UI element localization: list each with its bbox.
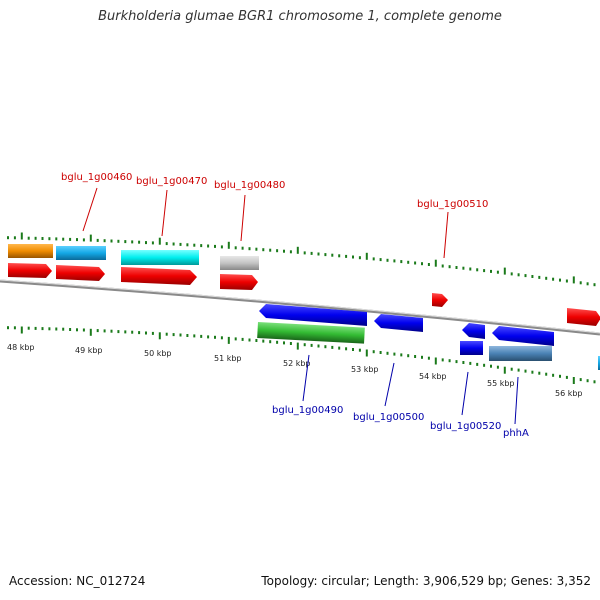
feature-gray[interactable] — [220, 256, 259, 270]
accession-text: Accession: NC_012724 — [9, 574, 146, 588]
scale-label-56: 56 kbp — [555, 389, 583, 398]
map-title: Burkholderia glumae BGR1 chromosome 1, c… — [98, 9, 502, 24]
gene-arrow-bglu_1g00490[interactable] — [259, 304, 367, 326]
scale-label-52: 52 kbp — [283, 359, 311, 368]
bottom-tick-row — [7, 326, 596, 384]
scale-label-48: 48 kbp — [7, 343, 35, 352]
gene-bglu_1g00520[interactable] — [460, 341, 483, 355]
feature-sky-edge[interactable] — [598, 356, 600, 370]
bottom-feature-row — [257, 322, 600, 370]
label-bglu_1g00460[interactable]: bglu_1g00460 — [61, 172, 132, 183]
bottom-gene-labels: bglu_1g00490 bglu_1g00500 bglu_1g00520 p… — [272, 354, 529, 439]
top-feature-row — [8, 244, 259, 270]
gene-arrow-bglu_1g00470[interactable] — [121, 267, 197, 285]
forward-gene-row — [8, 263, 600, 326]
feature-orange[interactable] — [8, 244, 53, 258]
label-bglu_1g00510[interactable]: bglu_1g00510 — [417, 199, 488, 210]
label-phhA[interactable]: phhA — [503, 428, 529, 439]
genome-stats-text: Topology: circular; Length: 3,906,529 bp… — [261, 574, 591, 588]
top-tick-row — [7, 232, 596, 287]
feature-sky-blue[interactable] — [56, 246, 106, 260]
scale-label-49: 49 kbp — [75, 346, 103, 355]
feature-green[interactable] — [257, 322, 365, 344]
scale-label-55: 55 kbp — [487, 379, 515, 388]
gene-arrow-reverse[interactable] — [462, 323, 485, 339]
gene-arrow-forward[interactable] — [8, 263, 52, 278]
reverse-gene-row — [259, 304, 554, 355]
scale-label-51: 51 kbp — [214, 354, 242, 363]
label-bglu_1g00520[interactable]: bglu_1g00520 — [430, 421, 501, 432]
scale-label-53: 53 kbp — [351, 365, 379, 374]
gene-arrow-bglu_1g00510[interactable] — [432, 293, 448, 307]
scale-labels: 48 kbp 49 kbp 50 kbp 51 kbp 52 kbp 53 kb… — [7, 343, 583, 398]
gene-arrow-phhA[interactable] — [492, 326, 554, 346]
feature-cyan[interactable] — [121, 250, 199, 265]
label-bglu_1g00470[interactable]: bglu_1g00470 — [136, 176, 207, 187]
label-bglu_1g00490[interactable]: bglu_1g00490 — [272, 405, 343, 416]
gene-arrow-bglu_1g00500[interactable] — [374, 314, 423, 332]
label-bglu_1g00480[interactable]: bglu_1g00480 — [214, 180, 285, 191]
chromosome-backbone — [0, 279, 600, 336]
gene-arrow-forward-edge[interactable] — [567, 308, 600, 326]
label-bglu_1g00500[interactable]: bglu_1g00500 — [353, 412, 424, 423]
gene-arrow-bglu_1g00480[interactable] — [220, 274, 258, 290]
scale-label-54: 54 kbp — [419, 372, 447, 381]
gene-arrow-bglu_1g00460[interactable] — [56, 265, 105, 281]
feature-steel-blue[interactable] — [489, 346, 552, 361]
top-gene-labels: bglu_1g00460 bglu_1g00470 bglu_1g00480 b… — [61, 172, 488, 259]
scale-label-50: 50 kbp — [144, 349, 172, 358]
